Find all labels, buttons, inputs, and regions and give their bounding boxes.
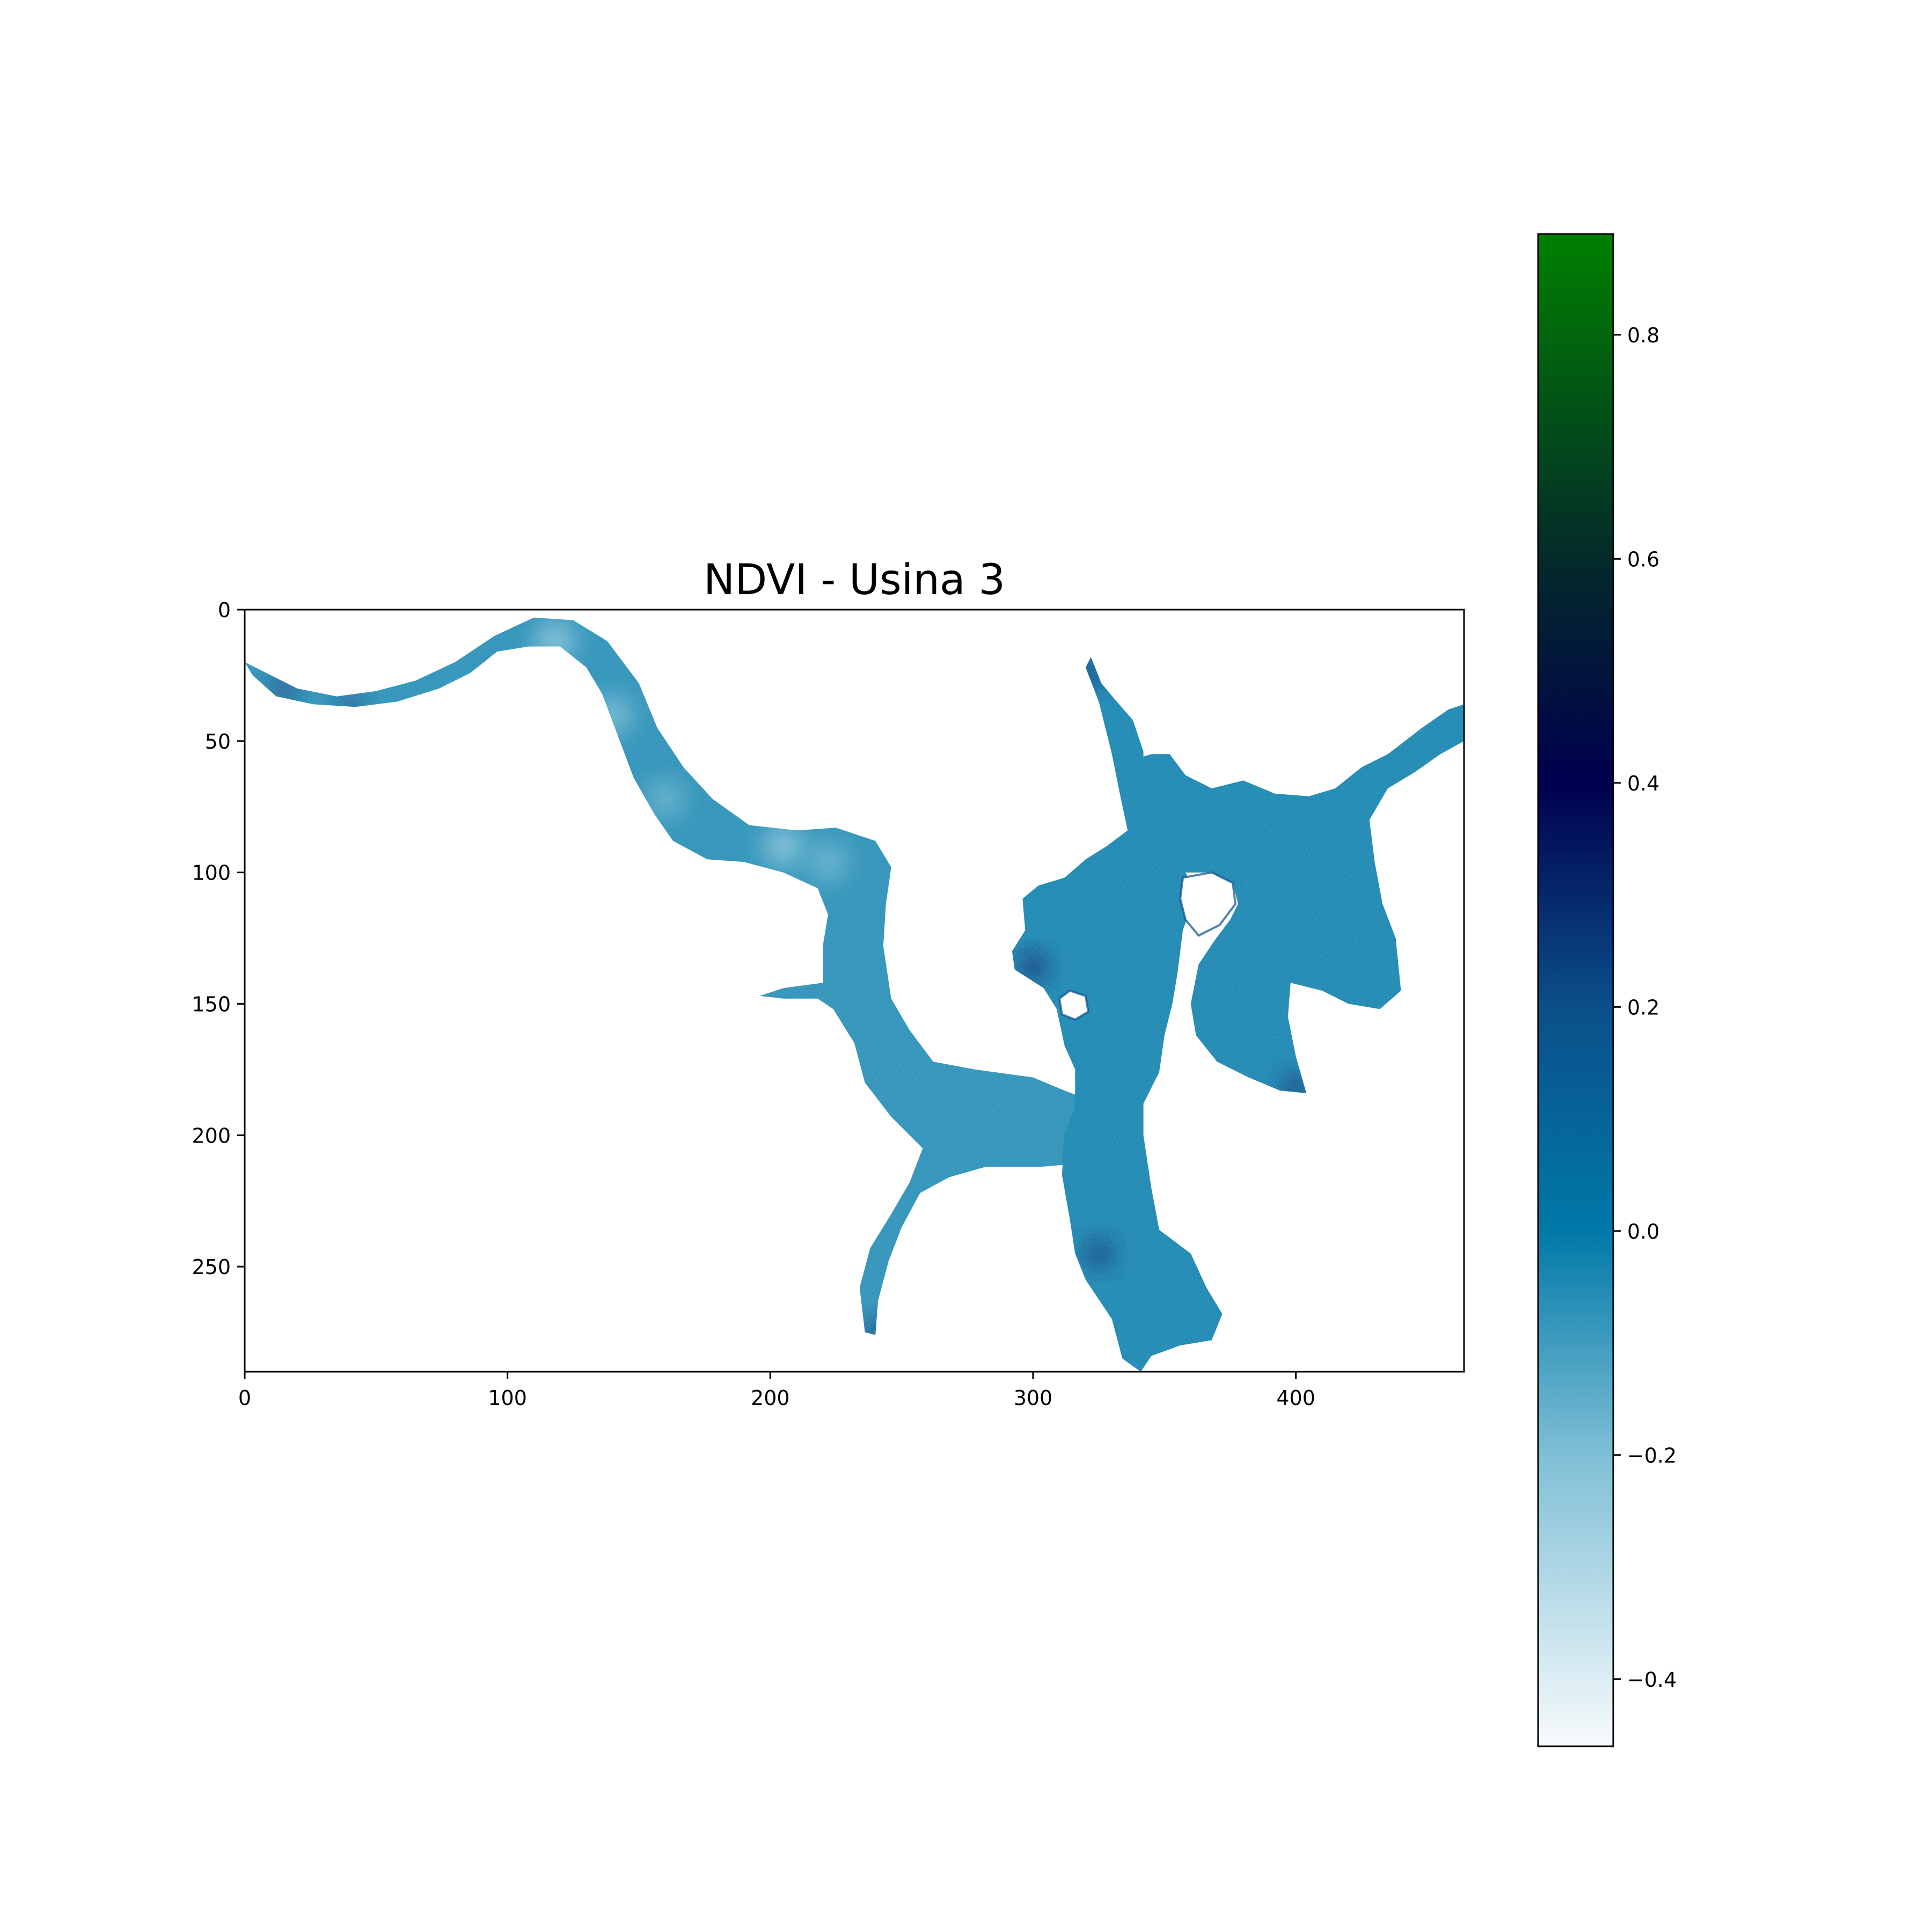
island-edge-1 [1058,989,1089,1021]
y-tick-label: 150 [192,992,231,1016]
y-axis: 0 50 100 150 200 250 [192,598,245,1279]
water-surface [245,610,1464,1372]
island-edge-2 [1179,871,1237,937]
y-tick-label: 100 [192,861,231,885]
x-tick-label: 400 [1276,1386,1315,1410]
y-tick-label: 0 [218,598,231,622]
ndvi-image [245,610,1464,1372]
chart-title: NDVI - Usina 3 [704,556,1005,604]
x-tick-label: 0 [238,1386,251,1410]
x-tick-label: 300 [1014,1386,1053,1410]
colorbar-bar [1537,233,1614,1747]
x-tick-label: 200 [751,1386,790,1410]
colorbar-tick-label: 0.0 [1627,1220,1659,1243]
colorbar-ticks: −0.4 −0.2 0.0 0.2 0.4 0.6 0.8 [1613,324,1677,1692]
x-axis: 0 100 200 300 400 [238,1372,1315,1410]
water-texture [245,610,1464,1372]
colorbar-tick-label: −0.4 [1627,1668,1677,1692]
colorbar-tick-label: 0.6 [1627,547,1659,571]
colorbar-tick-label: −0.2 [1627,1444,1677,1467]
y-tick-label: 50 [205,730,231,753]
y-tick-label: 200 [192,1124,231,1147]
colorbar-tick-label: 0.4 [1627,772,1659,795]
colorbar-tick-label: 0.2 [1627,996,1659,1019]
x-tick-label: 100 [488,1386,527,1410]
y-tick-label: 250 [192,1255,231,1279]
colorbar-tick-label: 0.8 [1627,324,1659,347]
plot-frame [244,609,1465,1373]
colorbar: −0.4 −0.2 0.0 0.2 0.4 0.6 0.8 [1537,233,1677,1747]
